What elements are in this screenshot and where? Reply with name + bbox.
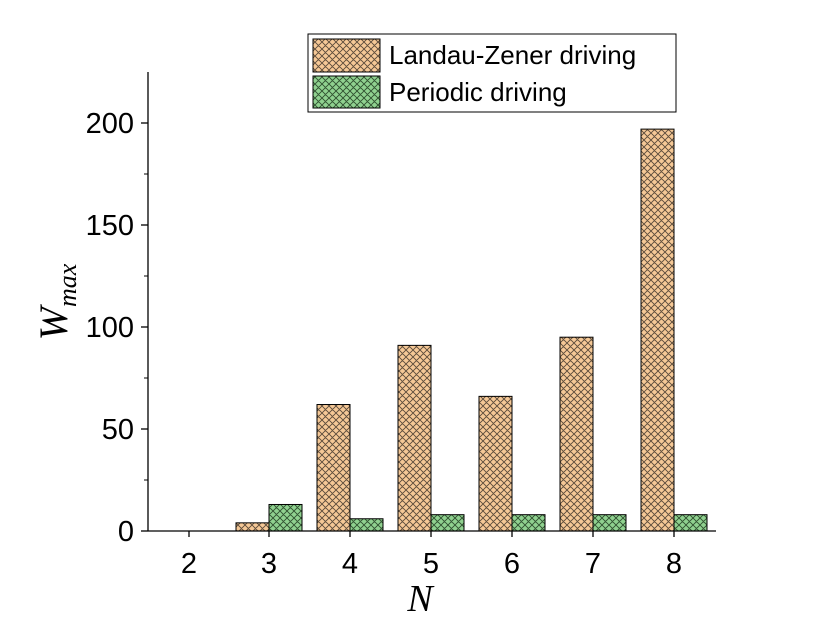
legend-swatch-landau-zener — [312, 38, 381, 73]
x-ticks: 2 3 4 5 6 7 8 — [181, 531, 682, 580]
y-axis-title-subscript: max — [53, 263, 82, 307]
legend: Landau-Zener driving Periodic driving — [307, 33, 677, 113]
legend-swatch-periodic — [312, 75, 381, 109]
x-tick-label: 8 — [666, 548, 682, 580]
bar-landau-zener-n3 — [235, 522, 270, 532]
y-axis-title-base: W — [31, 303, 76, 340]
bar-periodic-n7 — [592, 514, 627, 532]
x-tick-label: 3 — [261, 548, 277, 580]
legend-label-landau-zener: Landau-Zener driving — [389, 40, 636, 70]
x-tick-label: 2 — [181, 548, 197, 580]
y-tick-label: 0 — [118, 516, 134, 548]
bar-landau-zener-n6 — [478, 395, 513, 532]
bar-periodic-n6 — [511, 514, 546, 532]
bar-periodic-n4 — [349, 518, 384, 532]
x-tick-label: 5 — [423, 548, 439, 580]
bar-landau-zener-n4 — [316, 404, 351, 532]
y-tick-label: 50 — [102, 414, 134, 446]
bar-periodic-n5 — [430, 514, 465, 532]
x-tick-label: 6 — [504, 548, 520, 580]
bar-periodic-n3 — [268, 503, 303, 532]
x-tick-label: 4 — [342, 548, 358, 580]
bar-landau-zener-n8 — [640, 128, 675, 532]
y-tick-label: 150 — [86, 210, 134, 242]
x-tick-label: 7 — [585, 548, 601, 580]
axes — [147, 72, 716, 532]
bar-landau-zener-n5 — [397, 344, 432, 532]
y-tick-label: 100 — [86, 312, 134, 344]
legend-label-periodic: Periodic driving — [389, 77, 567, 107]
y-axis-title: Wmax — [31, 263, 82, 340]
bars — [235, 128, 708, 532]
svg-text:Wmax: Wmax — [31, 263, 82, 340]
y-tick-label: 200 — [86, 108, 134, 140]
bar-landau-zener-n7 — [559, 336, 594, 532]
bar-periodic-n8 — [673, 514, 708, 532]
x-axis-title: N — [406, 578, 435, 620]
y-ticks: 0 50 100 150 200 — [86, 108, 148, 548]
